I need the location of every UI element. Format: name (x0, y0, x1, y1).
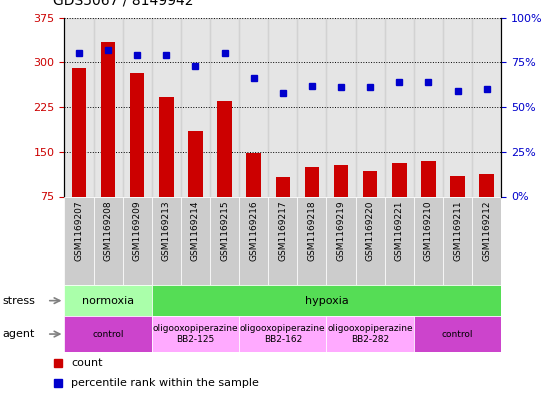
Bar (385, 196, 414, 285)
Text: GSM1169219: GSM1169219 (337, 200, 346, 261)
Bar (472, 18, 501, 196)
Bar (64, 316, 152, 352)
Bar (101, 42, 115, 196)
Bar (239, 316, 326, 352)
Bar (152, 196, 181, 285)
Text: oligooxopiperazine
BB2-125: oligooxopiperazine BB2-125 (153, 324, 238, 344)
Bar (181, 18, 210, 196)
Bar (297, 196, 326, 285)
Text: GSM1169218: GSM1169218 (307, 200, 316, 261)
Bar (210, 196, 239, 285)
Text: GSM1169209: GSM1169209 (133, 200, 142, 261)
Bar (414, 18, 443, 196)
Bar (414, 196, 443, 285)
Bar (239, 196, 268, 285)
Text: GDS5067 / 8149942: GDS5067 / 8149942 (53, 0, 194, 8)
Bar (217, 101, 232, 196)
Bar (181, 196, 210, 285)
Bar (305, 167, 319, 196)
Bar (472, 196, 501, 285)
Bar (268, 196, 297, 285)
Text: GSM1169213: GSM1169213 (162, 200, 171, 261)
Bar (443, 18, 472, 196)
Bar (94, 196, 123, 285)
Bar (356, 18, 385, 196)
Bar (421, 161, 436, 196)
Bar (152, 316, 239, 352)
Text: percentile rank within the sample: percentile rank within the sample (71, 378, 259, 387)
Text: GSM1169210: GSM1169210 (424, 200, 433, 261)
Bar (210, 18, 239, 196)
Bar (188, 131, 203, 196)
Text: stress: stress (3, 296, 36, 306)
Bar (326, 196, 356, 285)
Text: GSM1169207: GSM1169207 (74, 200, 83, 261)
Bar (123, 18, 152, 196)
Text: GSM1169221: GSM1169221 (395, 200, 404, 261)
Text: GSM1169211: GSM1169211 (453, 200, 462, 261)
Bar (356, 196, 385, 285)
Text: GSM1169214: GSM1169214 (191, 200, 200, 261)
Text: GSM1169212: GSM1169212 (482, 200, 491, 261)
Bar (246, 153, 261, 196)
Bar (326, 316, 414, 352)
Text: control: control (92, 330, 124, 338)
Bar (94, 18, 123, 196)
Bar (72, 68, 86, 196)
Text: agent: agent (3, 329, 35, 339)
Bar (334, 165, 348, 196)
Bar (385, 18, 414, 196)
Bar (152, 285, 501, 316)
Bar (414, 316, 501, 352)
Text: GSM1169220: GSM1169220 (366, 200, 375, 261)
Text: oligooxopiperazine
BB2-282: oligooxopiperazine BB2-282 (328, 324, 413, 344)
Bar (239, 18, 268, 196)
Text: control: control (442, 330, 473, 338)
Text: GSM1169215: GSM1169215 (220, 200, 229, 261)
Bar (159, 97, 174, 196)
Text: oligooxopiperazine
BB2-162: oligooxopiperazine BB2-162 (240, 324, 325, 344)
Bar (326, 18, 356, 196)
Bar (268, 18, 297, 196)
Bar (152, 18, 181, 196)
Text: normoxia: normoxia (82, 296, 134, 306)
Text: hypoxia: hypoxia (305, 296, 348, 306)
Text: GSM1169208: GSM1169208 (104, 200, 113, 261)
Bar (276, 177, 290, 196)
Bar (64, 285, 152, 316)
Text: count: count (71, 358, 102, 368)
Bar (363, 171, 377, 196)
Bar (297, 18, 326, 196)
Bar (123, 196, 152, 285)
Bar (443, 196, 472, 285)
Text: GSM1169216: GSM1169216 (249, 200, 258, 261)
Bar (130, 73, 144, 196)
Text: GSM1169217: GSM1169217 (278, 200, 287, 261)
Bar (450, 176, 465, 196)
Bar (392, 163, 407, 196)
Bar (64, 196, 94, 285)
Bar (64, 18, 94, 196)
Bar (479, 174, 494, 196)
